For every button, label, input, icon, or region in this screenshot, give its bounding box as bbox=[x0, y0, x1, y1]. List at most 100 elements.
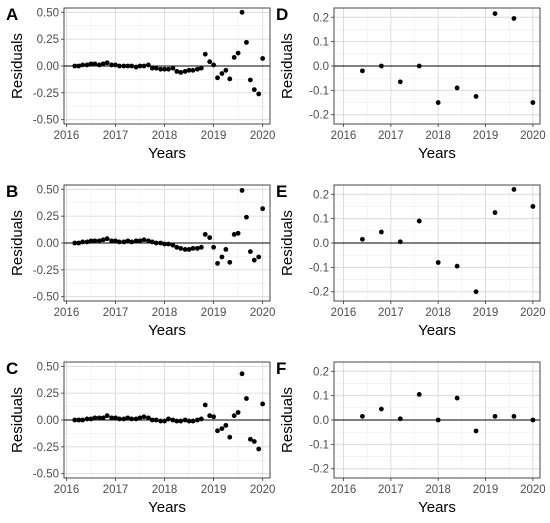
panel-f-point bbox=[397, 416, 403, 422]
panel-b-xtick-label: 2019 bbox=[201, 307, 227, 319]
panel-b-point bbox=[211, 244, 216, 250]
panel-a-point bbox=[149, 65, 155, 71]
panel-a-point bbox=[121, 63, 127, 69]
panel-b-point bbox=[198, 244, 204, 250]
panel-c-point bbox=[162, 418, 167, 424]
panel-a-point bbox=[153, 65, 159, 71]
panel-b-point bbox=[166, 241, 171, 247]
panel-d-ytick-label: -0.1 bbox=[309, 85, 329, 97]
panel-b-point bbox=[231, 232, 237, 237]
panel-b-point bbox=[219, 254, 225, 260]
panel-a-xtick-label: 2020 bbox=[250, 130, 276, 142]
panel-f-ytick-label: 0.2 bbox=[313, 366, 329, 378]
panel-b-point bbox=[104, 236, 110, 242]
panel-b-point bbox=[80, 239, 86, 245]
panel-d-point bbox=[435, 100, 441, 105]
panel-a-point bbox=[256, 91, 262, 97]
panel-b-point bbox=[244, 214, 249, 220]
panel-c-point bbox=[76, 417, 82, 423]
panel-b-point bbox=[227, 259, 233, 265]
panel-c-letter: C bbox=[6, 359, 18, 378]
panel-c-point bbox=[104, 413, 110, 419]
panel-c-point bbox=[100, 415, 106, 421]
panel-d-xtick-label: 2016 bbox=[331, 130, 357, 142]
panel-c-ytick-label: 0.00 bbox=[37, 415, 59, 427]
panel-a-ytick-label: -0.25 bbox=[33, 88, 59, 100]
panel-b-point bbox=[162, 241, 167, 247]
panel-a-point bbox=[125, 63, 131, 69]
panel-a-point bbox=[166, 66, 171, 72]
panel-c-point bbox=[174, 418, 180, 424]
panel-f-ylabel: Residuals bbox=[279, 387, 296, 453]
panel-f-xtick-label: 2017 bbox=[378, 484, 404, 496]
panel-c-point bbox=[137, 415, 143, 421]
panel-a-point bbox=[219, 71, 225, 76]
panel-a-point bbox=[158, 66, 164, 72]
panel-f-xtick-label: 2018 bbox=[425, 484, 451, 496]
panel-d-letter: D bbox=[276, 5, 288, 24]
panel-c-xtick-label: 2020 bbox=[250, 484, 276, 496]
panel-b-letter: B bbox=[6, 182, 18, 201]
panel-e-xtick-label: 2016 bbox=[331, 307, 357, 319]
panel-c-point bbox=[170, 417, 176, 423]
panel-f-point bbox=[511, 413, 517, 419]
panel-f-xtick-label: 2019 bbox=[473, 484, 499, 496]
panel-c-xtick-label: 2018 bbox=[152, 484, 178, 496]
panel-d-point bbox=[416, 63, 422, 69]
panel-b-ytick-label: 0.00 bbox=[37, 238, 59, 250]
panel-b-point bbox=[202, 232, 208, 237]
panel-b-point bbox=[121, 239, 127, 245]
panel-a-point bbox=[244, 39, 249, 45]
panel-a-point bbox=[231, 55, 237, 60]
panel-b-point bbox=[137, 238, 143, 244]
panel-b-point bbox=[239, 187, 245, 193]
panel-e-ytick-label: 0.0 bbox=[313, 238, 329, 250]
panel-a-letter: A bbox=[6, 5, 18, 24]
panel-c-point bbox=[80, 417, 86, 423]
panel-c-point bbox=[178, 418, 184, 424]
panel-a-ytick-label: 0.25 bbox=[37, 34, 59, 46]
panel-c-point bbox=[125, 415, 131, 421]
panel-a-point bbox=[92, 61, 98, 67]
panel-a-point bbox=[247, 77, 253, 83]
panel-b-point bbox=[129, 239, 135, 245]
panel-b-ytick-label: 0.25 bbox=[37, 211, 59, 223]
panel-c-point bbox=[141, 414, 147, 420]
panel-e-ytick-label: 0.2 bbox=[313, 189, 329, 201]
panel-c-point bbox=[219, 426, 225, 431]
panel-e-ylabel: Residuals bbox=[279, 210, 296, 276]
panel-f-point bbox=[530, 417, 536, 423]
panel-b-point bbox=[72, 240, 78, 246]
panel-b-xtick-label: 2020 bbox=[250, 307, 276, 319]
panel-a-point bbox=[174, 68, 180, 74]
panel-f-point bbox=[435, 417, 441, 423]
panel-e-point bbox=[492, 210, 498, 215]
panel-b-xtick-label: 2017 bbox=[103, 307, 129, 319]
panel-e-xtick-label: 2020 bbox=[520, 307, 546, 319]
panel-b-ytick-label: -0.50 bbox=[33, 292, 59, 304]
panel-d-xtick-label: 2018 bbox=[425, 130, 451, 142]
panel-a-point bbox=[137, 63, 143, 69]
panel-a-point bbox=[88, 61, 94, 67]
panel-f-ytick-label: 0.1 bbox=[313, 391, 329, 403]
panel-a-point bbox=[72, 63, 78, 69]
panel-e-xtick-label: 2019 bbox=[473, 307, 499, 319]
panel-b-point bbox=[186, 247, 192, 252]
panel-a-point bbox=[133, 64, 139, 70]
panel-b-xtick-label: 2018 bbox=[152, 307, 178, 319]
panel-f-point bbox=[473, 428, 479, 434]
panel-b-point bbox=[215, 261, 220, 266]
panel-a-ytick-label: 0.50 bbox=[37, 7, 59, 19]
panel-a-point bbox=[170, 65, 176, 71]
panel-f-point bbox=[378, 406, 384, 412]
panel-b-ytick-label: -0.25 bbox=[33, 265, 59, 277]
panel-b-point bbox=[113, 238, 118, 244]
panel-a-point bbox=[239, 9, 245, 15]
panel-f-letter: F bbox=[276, 359, 286, 378]
panel-e-point bbox=[397, 239, 403, 245]
panel-a-point bbox=[80, 62, 86, 68]
panel-b-point bbox=[92, 238, 98, 244]
panel-a-point bbox=[178, 70, 184, 75]
panel-f-point bbox=[454, 395, 460, 401]
